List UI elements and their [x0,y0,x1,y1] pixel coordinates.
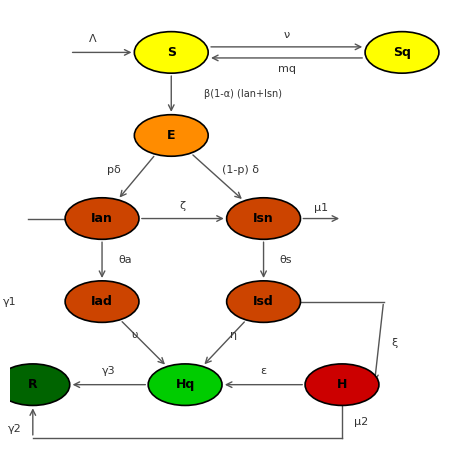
Ellipse shape [65,281,139,322]
Text: ε: ε [261,366,266,376]
Text: Isd: Isd [253,295,274,308]
Ellipse shape [134,115,208,156]
Ellipse shape [365,32,439,73]
Text: Sq: Sq [393,46,411,59]
Text: γ3: γ3 [102,366,116,376]
Text: β(1-α) (Ian+Isn): β(1-α) (Ian+Isn) [203,89,282,99]
Text: μ2: μ2 [354,417,368,427]
Text: γ1: γ1 [3,297,17,307]
Text: θs: θs [280,255,292,265]
Text: R: R [28,378,37,391]
Text: θa: θa [118,255,132,265]
Ellipse shape [305,364,379,405]
Text: Iad: Iad [91,295,113,308]
Text: mq: mq [278,64,296,73]
Text: (1-p) δ: (1-p) δ [222,165,259,175]
Ellipse shape [134,32,208,73]
Ellipse shape [0,364,70,405]
Text: υ: υ [131,330,137,340]
Text: Ian: Ian [91,212,113,225]
Ellipse shape [148,364,222,405]
Text: ξ: ξ [392,338,398,348]
Ellipse shape [227,281,301,322]
Text: S: S [167,46,176,59]
Text: E: E [167,129,175,142]
Text: ν: ν [283,30,290,40]
Text: ζ: ζ [180,201,186,210]
Text: Isn: Isn [253,212,274,225]
Ellipse shape [65,198,139,239]
Text: pδ: pδ [107,165,120,175]
Text: H: H [337,378,347,391]
Text: μ1: μ1 [314,203,328,213]
Text: Hq: Hq [175,378,195,391]
Ellipse shape [227,198,301,239]
Text: η: η [230,330,237,340]
Text: Λ: Λ [89,35,97,45]
Text: γ2: γ2 [8,423,21,434]
